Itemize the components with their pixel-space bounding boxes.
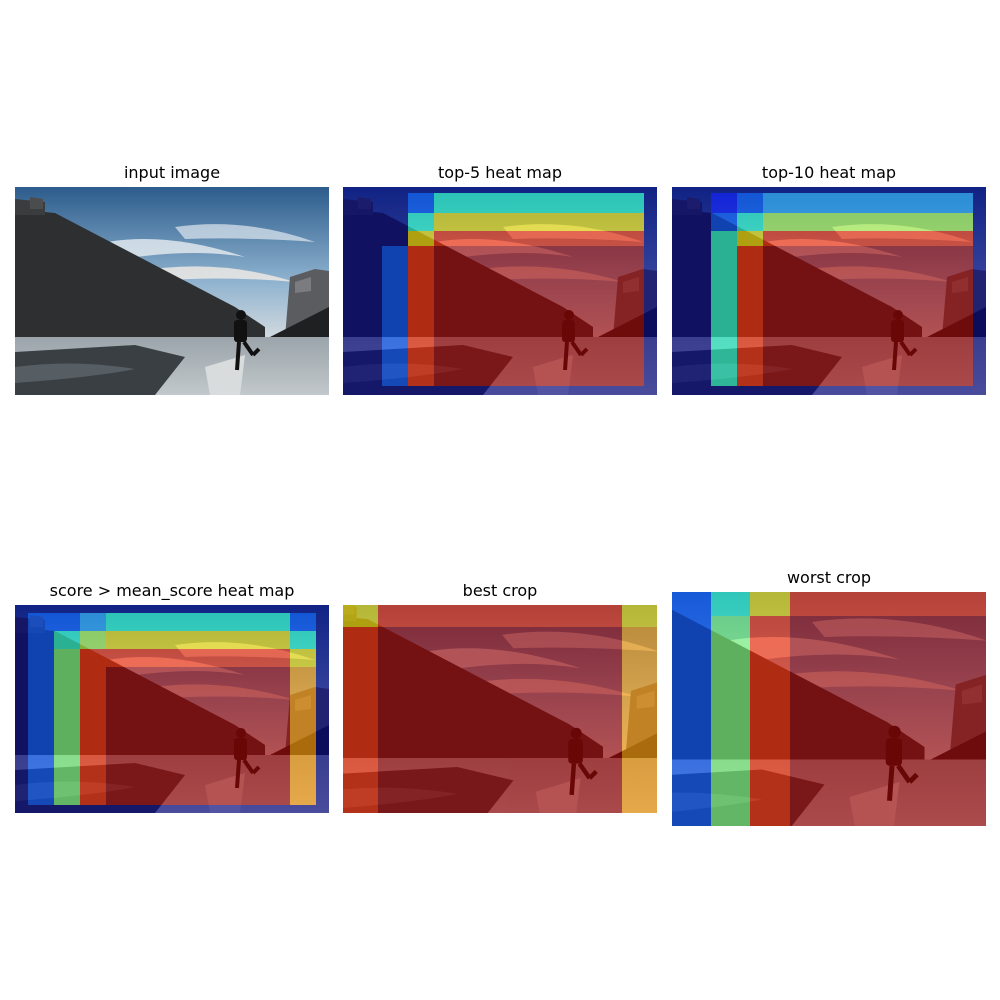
panel-title: input image — [123, 163, 221, 182]
top10-heatmap-image — [672, 187, 986, 395]
worst-crop-image — [672, 592, 986, 826]
best-crop-image — [343, 605, 657, 813]
panel-title: best crop — [462, 581, 538, 600]
panel-title: score > mean_score heat map — [49, 581, 295, 600]
panel-title: worst crop — [786, 568, 872, 587]
top5-heatmap-image — [343, 187, 657, 395]
panel-title: top-5 heat map — [438, 163, 562, 182]
mean-score-heatmap-image — [15, 605, 329, 813]
input-image — [15, 187, 329, 395]
panel-title: top-10 heat map — [761, 163, 897, 182]
